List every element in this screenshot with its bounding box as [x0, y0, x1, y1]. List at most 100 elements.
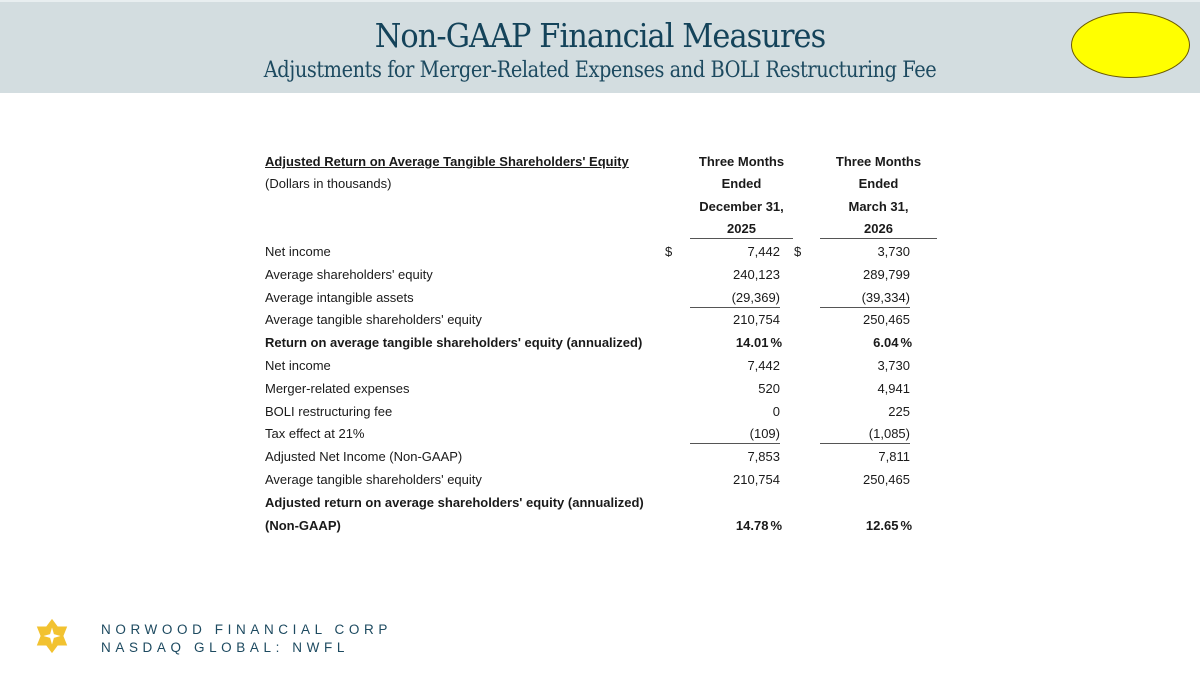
table-row: Merger-related expenses 520 4,941	[0, 378, 1200, 400]
header-underline-1	[690, 238, 793, 239]
cell-v1: 7,442	[680, 355, 780, 377]
cell-v1: 210,754	[680, 469, 780, 491]
row-label: Adjusted Net Income (Non-GAAP)	[265, 449, 463, 465]
dollar-sign: $	[665, 244, 673, 259]
cell-value: 225	[888, 403, 910, 419]
column-header-2: March 31,	[848, 199, 909, 214]
cell-value: 520	[758, 380, 780, 396]
table-row: Tax effect at 21% (109) (1,085)	[0, 423, 1200, 445]
column-header-1: Three Months	[698, 154, 785, 169]
cell-v2: 3,730	[810, 241, 910, 263]
cell-v1: 14.78%	[680, 515, 782, 537]
table-row: BOLI restructuring fee 0 225	[0, 401, 1200, 423]
row-label: Average tangible shareholders' equity	[265, 312, 482, 328]
header-underline-2	[820, 238, 937, 239]
cell-v1: 14.01%	[680, 332, 782, 354]
table-row: Return on average tangible shareholders'…	[0, 332, 1200, 354]
cell-v2: 225	[810, 401, 910, 423]
header-row: 2025 2026	[0, 218, 1200, 240]
column-header-2: Ended	[858, 176, 899, 191]
yellow-circle-badge	[1071, 12, 1190, 78]
cell-v2: 250,465	[810, 469, 910, 491]
cell-v2: (1,085)	[810, 423, 910, 445]
dollar-sign: $	[794, 244, 802, 259]
norwood-logo-icon	[36, 618, 68, 654]
cell-value: (109)	[749, 426, 780, 442]
units-note: (Dollars in thousands)	[265, 176, 392, 191]
cell-value: 7,442	[747, 358, 780, 373]
cell-value: 3,730	[877, 244, 910, 259]
cell-value: (1,085)	[868, 426, 910, 442]
cell-v2: 4,941	[810, 378, 910, 400]
percent-sign: %	[770, 335, 782, 351]
cell-value: (39,334)	[861, 289, 910, 305]
cell-v1: 240,123	[680, 264, 780, 286]
cell-v1: 520	[680, 378, 780, 400]
cell-v2: 7,811	[810, 446, 910, 468]
cell-value: 14.78	[735, 517, 769, 533]
subtotal-underline	[820, 306, 910, 308]
cell-value: 7,442	[747, 244, 780, 259]
cell-v2: 250,465	[810, 309, 910, 331]
cell-value: 6.04	[873, 335, 899, 351]
cell-value: 210,754	[733, 312, 780, 328]
cell-value: 240,123	[733, 266, 780, 282]
table-title: Adjusted Return on Average Tangible Shar…	[265, 154, 629, 169]
header-row: (Dollars in thousands) Ended Ended	[0, 173, 1200, 195]
table-row: Adjusted return on average shareholders'…	[0, 492, 1200, 514]
cell-value: 14.01	[735, 335, 769, 351]
column-header-1: 2025	[727, 221, 756, 236]
cell-v1: 210,754	[680, 309, 780, 331]
row-label: Adjusted return on average shareholders'…	[265, 494, 644, 510]
row-label: Return on average tangible shareholders'…	[265, 335, 643, 351]
cell-v2: 289,799	[810, 264, 910, 286]
ticker-symbol: NASDAQ GLOBAL: NWFL	[101, 640, 349, 655]
column-header-2: Three Months	[835, 154, 922, 169]
cell-value: 7,811	[878, 449, 910, 465]
cell-value: 210,754	[733, 472, 780, 487]
cell-value: 250,465	[863, 312, 910, 328]
cell-v1: (29,369)	[680, 287, 780, 309]
row-label: (Non-GAAP)	[265, 517, 341, 533]
percent-sign: %	[900, 335, 912, 351]
cell-v2: 3,730	[810, 355, 910, 377]
row-label: Average tangible shareholders' equity	[265, 472, 482, 487]
table-row: Net income $ $7,442 3,730	[0, 241, 1200, 263]
page-subtitle: Adjustments for Merger-Related Expenses …	[263, 58, 937, 83]
cell-v1: 7,442	[680, 241, 780, 263]
column-header-1: December 31,	[699, 199, 784, 214]
header-row: Adjusted Return on Average Tangible Shar…	[0, 151, 1200, 173]
subtotal-underline	[690, 306, 780, 308]
row-label: Average shareholders' equity	[265, 266, 433, 282]
subtotal-underline	[690, 443, 780, 445]
table-row: Average intangible assets (29,369) (39,334…	[0, 287, 1200, 309]
cell-v2: (39,334)	[810, 287, 910, 309]
row-label: Net income	[265, 244, 331, 259]
cell-value: 289,799	[863, 266, 910, 282]
row-label: Average intangible assets	[265, 289, 414, 305]
company-name: NORWOOD FINANCIAL CORP	[101, 622, 392, 637]
row-label: BOLI restructuring fee	[265, 403, 393, 419]
table-row: Adjusted Net Income (Non-GAAP) 7,853 7,811	[0, 446, 1200, 468]
table-row: Net income 7,442 3,730	[0, 355, 1200, 377]
cell-value: 4,941	[877, 380, 910, 396]
subtotal-underline	[820, 443, 910, 445]
table-row: Average shareholders' equity 240,123 289,7…	[0, 264, 1200, 286]
row-label: Merger-related expenses	[265, 380, 410, 396]
cell-v1: 0	[680, 401, 780, 423]
header-row: December 31, March 31,	[0, 196, 1200, 218]
percent-sign: %	[900, 517, 912, 533]
percent-sign: %	[770, 517, 782, 533]
column-header-2: 2026	[864, 221, 893, 236]
row-label: Tax effect at 21%	[265, 426, 365, 442]
row-label: Net income	[265, 358, 331, 373]
cell-v1: (109)	[680, 423, 780, 445]
page-title: Non-GAAP Financial Measures	[374, 16, 826, 55]
table-row: Average tangible shareholders' equity 210…	[0, 309, 1200, 331]
cell-v2: 12.65%	[810, 515, 912, 537]
cell-value: 3,730	[877, 358, 910, 373]
cell-v1: 7,853	[680, 446, 780, 468]
cell-v2: 6.04%	[810, 332, 912, 354]
cell-value: 0	[772, 403, 780, 419]
header-banner: Non-GAAP Financial Measures Adjustments …	[0, 0, 1200, 93]
